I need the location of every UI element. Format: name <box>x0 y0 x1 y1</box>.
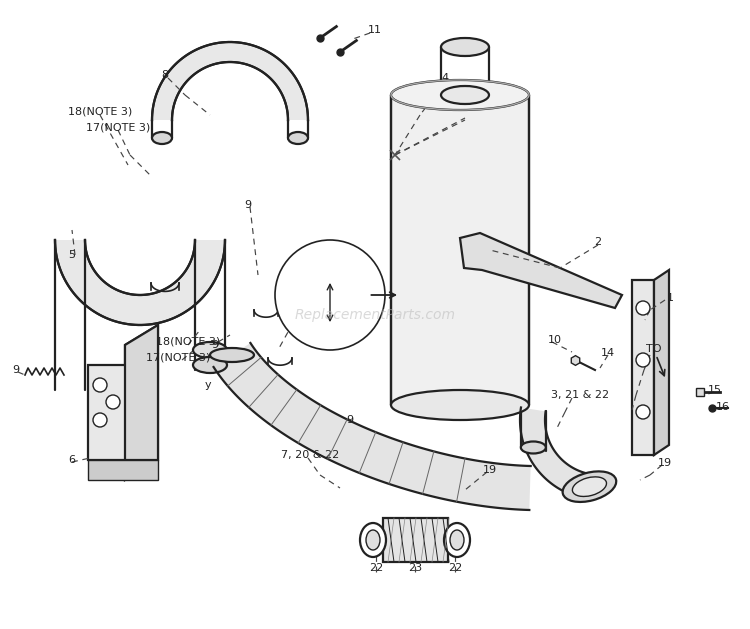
Ellipse shape <box>441 86 489 104</box>
Text: 11: 11 <box>368 25 382 35</box>
Text: 15: 15 <box>708 385 722 395</box>
Polygon shape <box>88 460 158 480</box>
Ellipse shape <box>288 132 308 144</box>
Ellipse shape <box>193 357 227 373</box>
Text: 9: 9 <box>286 315 293 325</box>
Polygon shape <box>520 408 592 499</box>
Circle shape <box>636 301 650 315</box>
Ellipse shape <box>441 38 489 56</box>
Text: 4: 4 <box>442 73 448 83</box>
Circle shape <box>636 353 650 367</box>
Text: 17(NOTE 3): 17(NOTE 3) <box>86 122 150 132</box>
Text: 9: 9 <box>244 200 251 210</box>
Text: 9: 9 <box>346 415 353 425</box>
Text: 17(NOTE 3): 17(NOTE 3) <box>146 353 210 363</box>
Polygon shape <box>152 42 308 120</box>
Text: 14: 14 <box>601 348 615 358</box>
FancyBboxPatch shape <box>383 518 448 562</box>
Text: 10: 10 <box>548 335 562 345</box>
Polygon shape <box>88 325 158 480</box>
Text: y: y <box>205 380 212 390</box>
Text: 1: 1 <box>667 293 674 303</box>
Circle shape <box>93 413 107 427</box>
Text: 2: 2 <box>595 237 602 247</box>
Text: 7, 20 & 22: 7, 20 & 22 <box>280 450 339 460</box>
Polygon shape <box>632 280 654 455</box>
Ellipse shape <box>391 390 529 420</box>
Ellipse shape <box>193 342 227 358</box>
Text: 19: 19 <box>483 465 497 475</box>
FancyBboxPatch shape <box>391 95 529 405</box>
Ellipse shape <box>391 80 529 110</box>
Text: 16: 16 <box>716 402 730 412</box>
Text: 5: 5 <box>68 250 76 260</box>
Text: 22: 22 <box>448 563 462 573</box>
Ellipse shape <box>210 348 254 362</box>
Ellipse shape <box>562 471 616 502</box>
Text: 6: 6 <box>68 455 76 465</box>
Ellipse shape <box>572 477 607 496</box>
Polygon shape <box>55 240 225 325</box>
Text: 23: 23 <box>408 563 422 573</box>
Text: 9: 9 <box>211 340 218 350</box>
Circle shape <box>275 240 385 350</box>
Text: 18(NOTE 3): 18(NOTE 3) <box>68 107 132 117</box>
Ellipse shape <box>360 523 386 557</box>
Polygon shape <box>460 233 622 308</box>
Ellipse shape <box>444 523 470 557</box>
Polygon shape <box>125 325 158 460</box>
Circle shape <box>93 378 107 392</box>
Text: 18(NOTE 3): 18(NOTE 3) <box>156 337 220 347</box>
Ellipse shape <box>520 442 546 454</box>
Ellipse shape <box>152 132 172 144</box>
Text: 8: 8 <box>161 70 169 80</box>
Text: 3, 21 & 22: 3, 21 & 22 <box>551 390 609 400</box>
Polygon shape <box>654 270 669 455</box>
Circle shape <box>636 405 650 419</box>
Ellipse shape <box>366 530 380 550</box>
Text: TO: TO <box>646 344 662 354</box>
Polygon shape <box>214 343 531 510</box>
Text: 22: 22 <box>369 563 383 573</box>
Text: 19: 19 <box>658 458 672 468</box>
Ellipse shape <box>450 530 464 550</box>
Text: ReplacementParts.com: ReplacementParts.com <box>295 308 455 321</box>
Text: 9: 9 <box>13 365 20 375</box>
Circle shape <box>106 395 120 409</box>
